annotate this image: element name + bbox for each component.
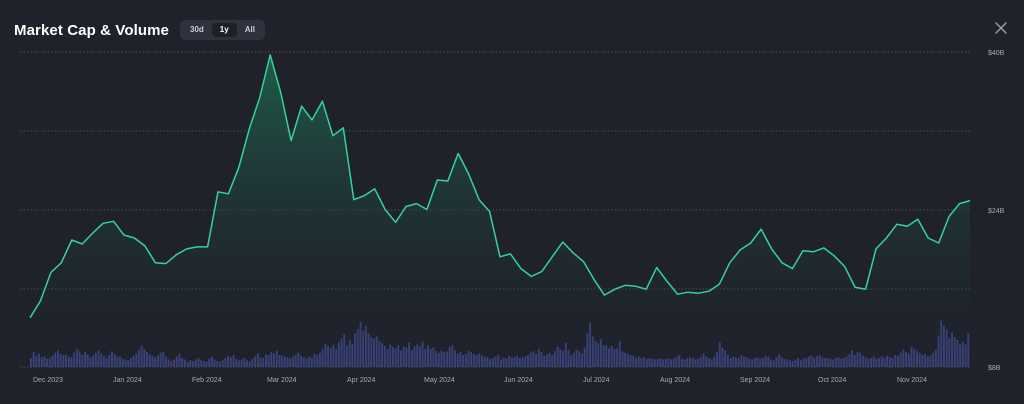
close-button[interactable] (994, 21, 1008, 35)
market-cap-area (30, 55, 970, 367)
chart-header: Market Cap & Volume 30d 1y All (14, 19, 265, 41)
x-tick-label: Nov 2024 (897, 377, 927, 384)
y-tick-label: $40B (988, 50, 1005, 57)
x-tick-label: Feb 2024 (192, 377, 222, 384)
tab-all[interactable]: All (244, 25, 255, 34)
x-tick-label: Apr 2024 (347, 377, 376, 384)
x-tick-label: Jan 2024 (113, 377, 142, 384)
x-tick-label: Jun 2024 (504, 377, 533, 384)
y-tick-label: $24B (988, 208, 1005, 215)
x-tick-label: May 2024 (424, 377, 455, 384)
chart-title: Market Cap & Volume (14, 21, 169, 39)
x-tick-label: Aug 2024 (660, 377, 690, 384)
x-tick-label: Jul 2024 (583, 377, 610, 384)
x-tick-label: Dec 2023 (33, 377, 63, 384)
y-tick-label: $8B (988, 365, 1001, 372)
x-tick-label: Mar 2024 (267, 377, 297, 384)
tab-30d[interactable]: 30d (190, 25, 204, 34)
market-cap-line (29, 54, 971, 319)
x-tick-label: Sep 2024 (740, 377, 770, 384)
timeframe-selector: 30d 1y All (180, 20, 265, 40)
close-icon (995, 22, 1007, 34)
tab-1y[interactable]: 1y (211, 23, 237, 37)
x-tick-label: Oct 2024 (818, 377, 847, 384)
